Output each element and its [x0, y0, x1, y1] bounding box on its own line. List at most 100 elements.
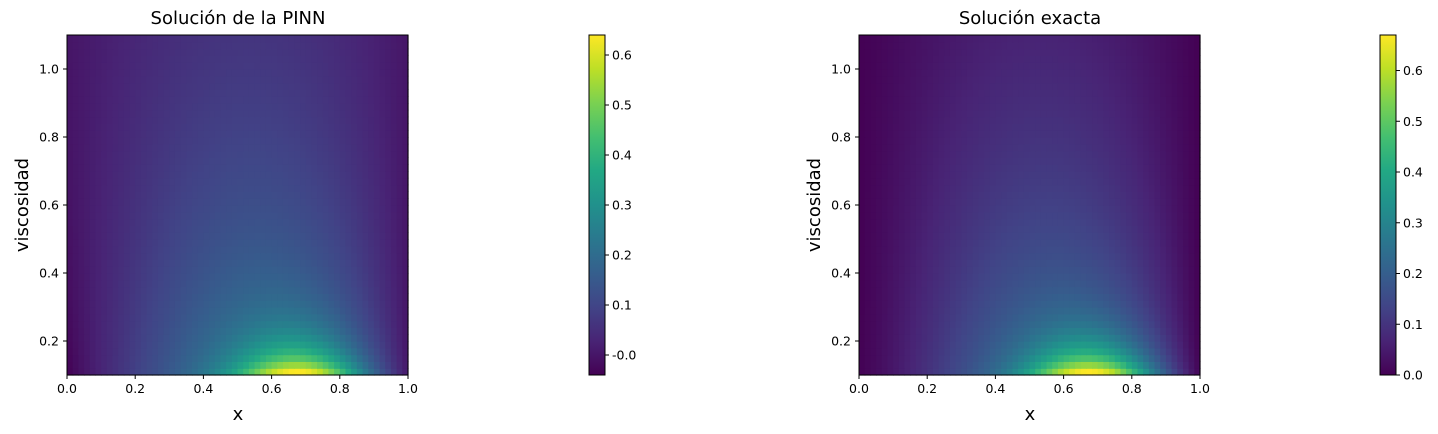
heatmap-cell — [101, 35, 108, 43]
heatmap-cell — [118, 89, 125, 97]
heatmap-cell — [271, 41, 278, 50]
heatmap-cell — [106, 191, 114, 199]
heatmap-cell — [1029, 307, 1036, 315]
heatmap-cell — [174, 313, 182, 322]
heatmap-cell — [989, 239, 996, 247]
heatmap-cell — [237, 191, 244, 199]
heatmap-cell — [322, 232, 330, 240]
heatmap-cell — [984, 368, 991, 376]
heatmap-cell — [118, 368, 125, 376]
heatmap-cell — [1154, 313, 1161, 322]
heatmap-cell — [1092, 300, 1099, 308]
heatmap-cell — [876, 177, 883, 186]
heatmap-cell — [1131, 164, 1139, 172]
heatmap-cell — [1018, 313, 1025, 322]
heatmap-cell — [1171, 191, 1178, 199]
heatmap-cell — [1109, 313, 1116, 322]
heatmap-cell — [368, 55, 375, 63]
heatmap-cell — [106, 116, 114, 124]
heatmap-cell — [961, 205, 968, 213]
heatmap-cell — [1148, 252, 1156, 260]
heatmap-cell — [1165, 361, 1173, 369]
heatmap-cell — [1154, 198, 1161, 206]
heatmap-cell — [254, 48, 261, 56]
heatmap-cell — [932, 177, 940, 186]
heatmap-cell — [1023, 341, 1031, 349]
heatmap-cell — [1006, 334, 1014, 342]
heatmap-cell — [893, 171, 900, 179]
heatmap-cell — [322, 245, 330, 254]
heatmap-cell — [402, 41, 409, 50]
heatmap-cell — [1012, 171, 1019, 179]
heatmap-cell — [1092, 191, 1099, 199]
heatmap-cell — [379, 157, 386, 165]
heatmap-cell — [305, 259, 312, 267]
heatmap-cell — [192, 313, 199, 322]
heatmap-cell — [305, 75, 312, 84]
heatmap-cell — [870, 171, 877, 179]
heatmap-cell — [1120, 171, 1127, 179]
heatmap-cell — [231, 62, 239, 70]
heatmap-cell — [186, 347, 193, 356]
heatmap-cell — [231, 109, 239, 118]
heatmap-cell — [305, 245, 312, 254]
heatmap-cell — [174, 150, 182, 158]
heatmap-cell — [995, 286, 1002, 294]
heatmap-cell — [174, 103, 182, 111]
heatmap-cell — [118, 279, 125, 288]
heatmap-cell — [300, 35, 307, 43]
heatmap-cell — [1171, 266, 1178, 274]
heatmap-cell — [328, 211, 335, 220]
heatmap-cell — [180, 62, 187, 70]
heatmap-cell — [317, 109, 324, 118]
heatmap-cell — [864, 347, 871, 356]
heatmap-cell — [294, 218, 301, 226]
heatmap-cell — [334, 75, 341, 84]
heatmap-cell — [1029, 300, 1036, 308]
heatmap-cell — [260, 347, 267, 356]
heatmap-cell — [373, 225, 381, 233]
heatmap-cell — [402, 239, 409, 247]
heatmap-cell — [328, 116, 335, 124]
heatmap-cell — [78, 96, 85, 104]
heatmap-cell — [271, 130, 278, 138]
heatmap-cell — [140, 184, 148, 192]
heatmap-cell — [140, 225, 148, 233]
heatmap-cell — [163, 35, 170, 43]
heatmap-cell — [1023, 279, 1031, 288]
heatmap-cell — [1148, 347, 1156, 356]
heatmap-cell — [984, 341, 991, 349]
heatmap-cell — [84, 157, 91, 165]
heatmap-cell — [106, 232, 114, 240]
heatmap-cell — [123, 245, 131, 254]
heatmap-cell — [402, 62, 409, 70]
heatmap-cell — [226, 35, 233, 43]
heatmap-cell — [396, 123, 403, 131]
heatmap-cell — [101, 137, 108, 145]
heatmap-cell — [1035, 245, 1042, 254]
heatmap-cell — [220, 205, 227, 213]
heatmap-cell — [265, 82, 273, 90]
heatmap-cell — [1177, 164, 1184, 172]
heatmap-cell — [328, 109, 335, 118]
heatmap-cell — [1131, 368, 1139, 376]
heatmap-cell — [1080, 252, 1087, 260]
heatmap-cell — [209, 35, 216, 43]
heatmap-cell — [1120, 259, 1127, 267]
heatmap-cell — [180, 150, 187, 158]
heatmap-cell — [322, 103, 330, 111]
heatmap-cell — [390, 75, 398, 84]
heatmap-cell — [101, 157, 108, 165]
heatmap-cell — [339, 211, 347, 220]
heatmap-cell — [305, 116, 312, 124]
heatmap-cell — [385, 130, 392, 138]
heatmap-cell — [1103, 286, 1110, 294]
heatmap-cell — [966, 313, 974, 322]
heatmap-cell — [1171, 245, 1178, 254]
heatmap-cell — [328, 62, 335, 70]
heatmap-cell — [129, 334, 136, 342]
heatmap-cell — [146, 150, 153, 158]
heatmap-cell — [356, 334, 364, 342]
heatmap-cell — [265, 96, 273, 104]
heatmap-cell — [328, 279, 335, 288]
